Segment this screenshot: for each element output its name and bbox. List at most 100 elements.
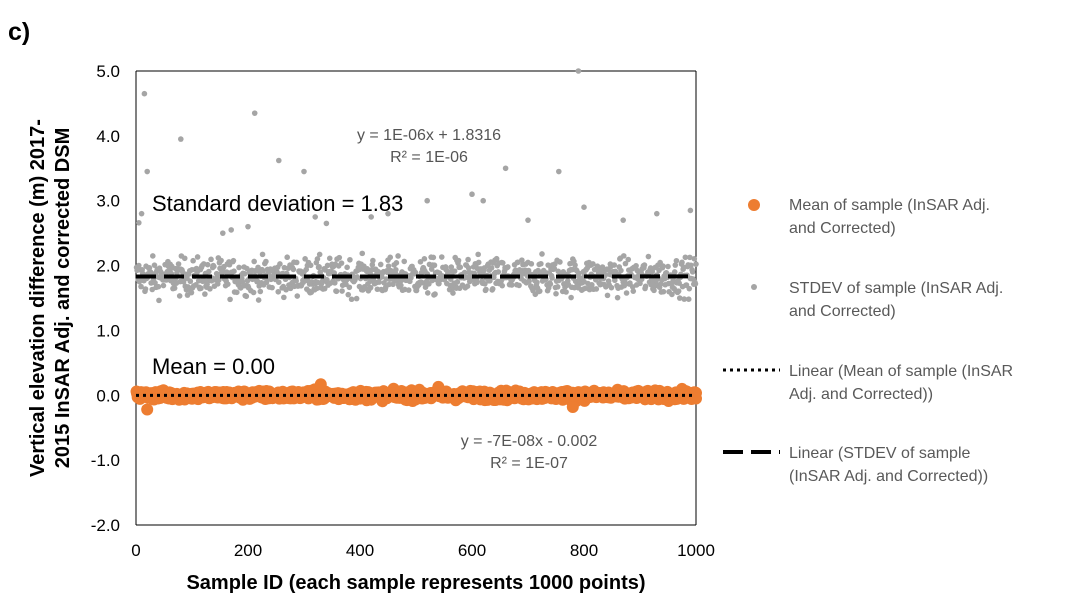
stdev-point: [642, 283, 649, 290]
y-tick-label: 3.0: [96, 192, 120, 211]
stdev-point: [604, 292, 611, 299]
stdev-point: [385, 210, 391, 217]
stdev-point: [660, 288, 667, 295]
stdev-point: [136, 219, 142, 226]
stdev-point: [692, 280, 699, 287]
stdev-point: [314, 256, 321, 262]
stdev-point: [346, 284, 353, 291]
stdev-equation: y = 1E-06x + 1.8316: [357, 127, 501, 144]
stdev-point: [432, 291, 438, 297]
y-axis-title-line1: Vertical elevation difference (m) 2017-: [27, 119, 49, 477]
stdev-point: [385, 263, 392, 269]
stdev-point: [181, 255, 188, 262]
stdev-point: [387, 254, 394, 261]
stdev-point: [146, 265, 153, 271]
stdev-point: [488, 265, 495, 271]
stdev-point: [505, 264, 511, 270]
stdev-point: [379, 274, 385, 280]
stdev-point: [480, 197, 487, 204]
legend-mean-trend-label: Linear (Mean of sample (InSAR: [789, 363, 1013, 380]
stdev-point: [259, 251, 266, 258]
stdev-point: [622, 260, 629, 267]
stdev-point: [649, 268, 656, 275]
stdev-annotation: Standard deviation = 1.83: [152, 191, 403, 216]
stdev-point: [283, 286, 289, 293]
panel-label: c): [8, 18, 30, 46]
mean-point: [432, 380, 445, 393]
stdev-point: [654, 210, 660, 217]
stdev-point: [528, 261, 535, 267]
stdev-point: [368, 214, 375, 220]
stdev-point: [538, 260, 544, 267]
stdev-point: [502, 165, 509, 172]
stdev-point: [336, 254, 343, 261]
stdev-point: [563, 289, 569, 295]
stdev-point: [293, 259, 300, 266]
stdev-point: [688, 262, 694, 269]
mean-annotation: Mean = 0.00: [152, 354, 275, 379]
stdev-point: [307, 262, 314, 269]
stdev-point: [269, 284, 275, 291]
stdev-point: [367, 284, 374, 291]
stdev-point: [208, 256, 214, 263]
stdev-point: [687, 254, 693, 261]
stdev-point: [681, 296, 688, 302]
stdev-point: [228, 227, 234, 233]
stdev-point: [236, 264, 242, 271]
legend-stdev-trend-label-2: (InSAR Adj. and Corrected)): [789, 468, 988, 485]
x-axis-title: Sample ID (each sample represents 1000 p…: [186, 572, 645, 594]
x-tick-label: 400: [346, 541, 374, 560]
stdev-point: [136, 262, 142, 269]
stdev-point: [581, 204, 587, 210]
stdev-point: [572, 262, 578, 268]
stdev-point: [421, 256, 428, 262]
stdev-point: [316, 251, 323, 258]
stdev-point: [171, 285, 178, 291]
stdev-point: [257, 288, 264, 295]
mean-point: [566, 400, 579, 413]
stdev-point: [525, 217, 531, 223]
y-tick-label: 2.0: [96, 257, 120, 276]
stdev-point: [676, 280, 682, 286]
x-tick-label: 800: [570, 541, 598, 560]
stdev-point: [260, 268, 266, 274]
y-tick-label: 1.0: [96, 321, 120, 340]
stdev-point: [424, 290, 431, 296]
stdev-point: [465, 256, 471, 263]
legend-mean-marker: [748, 199, 760, 211]
stdev-point: [590, 261, 596, 267]
stdev-point: [689, 269, 696, 275]
stdev-point: [675, 288, 682, 294]
stdev-point: [475, 259, 482, 266]
stdev-point: [151, 262, 158, 268]
stdev-point: [431, 262, 438, 269]
stdev-point: [160, 282, 167, 289]
stdev-point: [243, 293, 250, 300]
stdev-point: [576, 270, 582, 277]
stdev-point: [312, 214, 319, 220]
stdev-point: [693, 261, 699, 267]
stdev-point: [144, 168, 150, 175]
stdev-point: [627, 280, 633, 286]
stdev-point: [263, 258, 269, 265]
stdev-point: [188, 289, 195, 296]
stdev-point: [333, 288, 340, 295]
stdev-point: [176, 293, 183, 299]
stdev-point: [190, 257, 196, 264]
stdev-point: [554, 284, 561, 290]
stdev-point: [231, 268, 237, 274]
stdev-point: [198, 285, 204, 292]
x-tick-label: 0: [131, 541, 140, 560]
stdev-point: [547, 281, 554, 287]
y-tick-labels: 5.0 4.0 3.0 2.0 1.0 0.0 -1.0 -2.0: [91, 62, 120, 535]
stdev-point: [156, 297, 162, 304]
stdev-point: [469, 191, 475, 198]
legend-stdev-trend-label: Linear (STDEV of sample: [789, 445, 971, 462]
stdev-point: [401, 258, 408, 265]
stdev-point: [679, 259, 685, 266]
stdev-point: [519, 257, 525, 263]
stdev-point: [369, 261, 376, 268]
stdev-point: [316, 264, 322, 270]
stdev-point: [187, 278, 194, 285]
stdev-point: [234, 289, 240, 296]
